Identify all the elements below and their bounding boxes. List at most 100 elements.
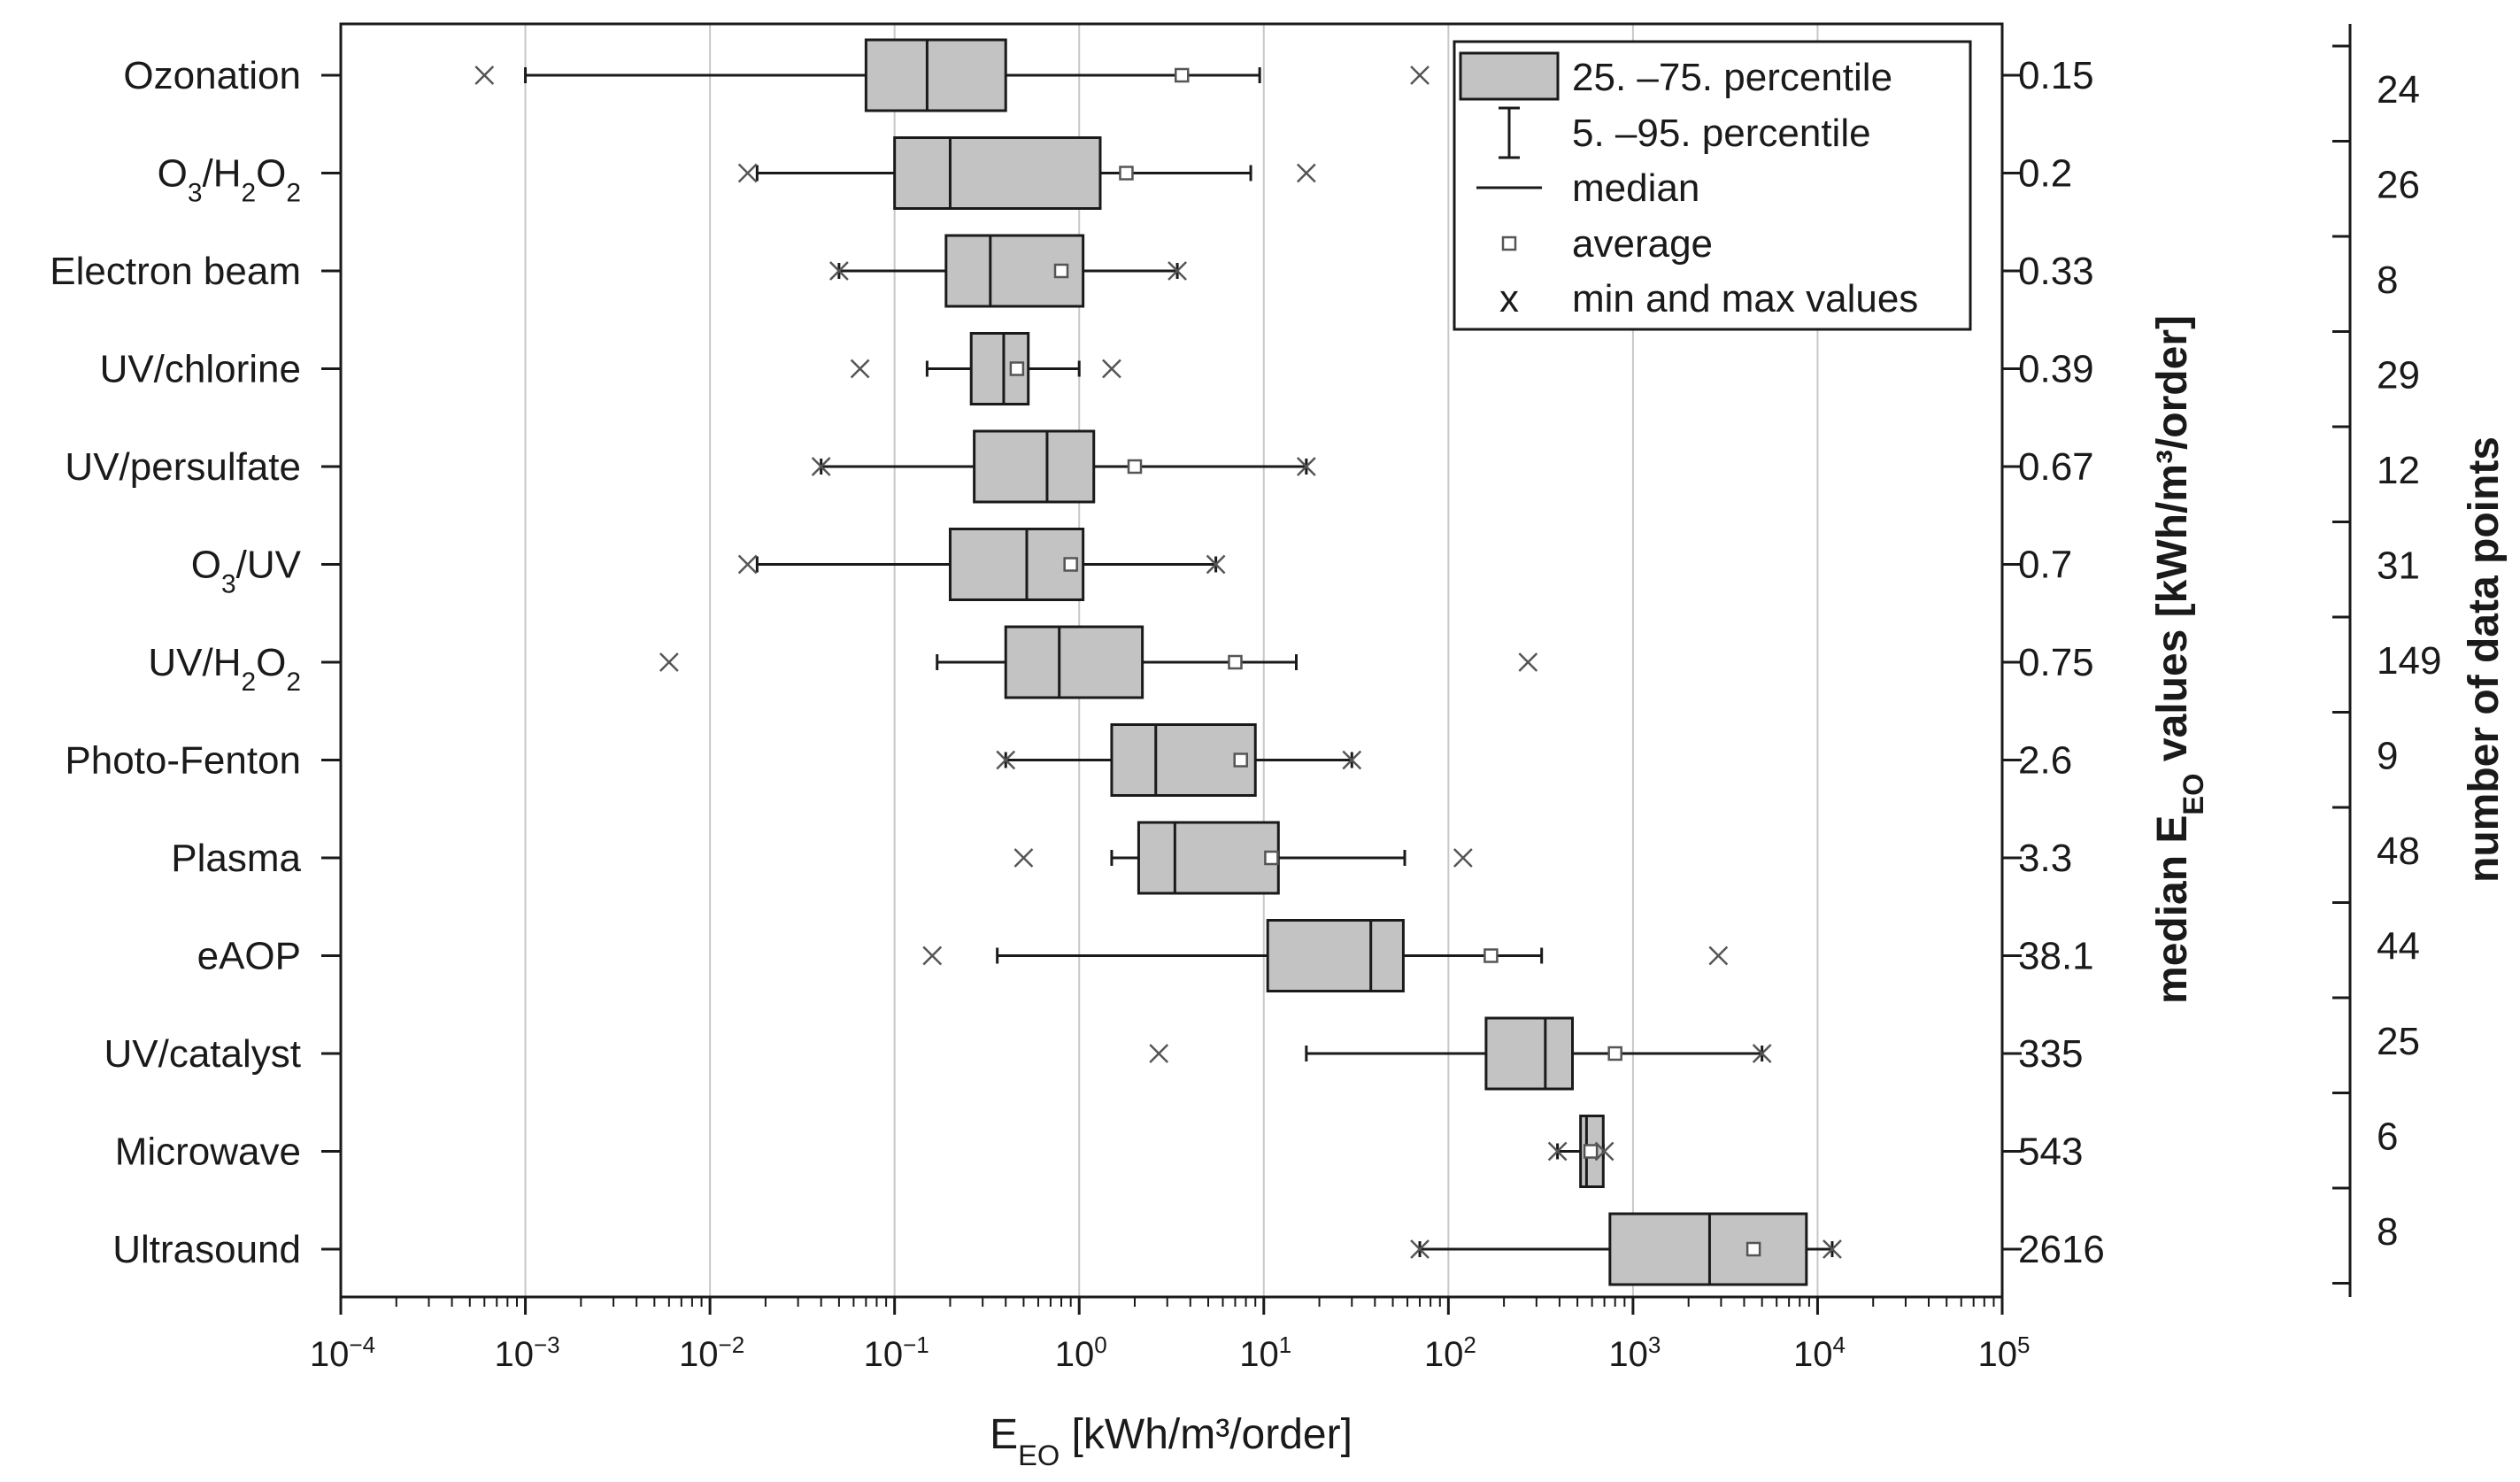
box-row bbox=[755, 528, 1218, 601]
category-label: Microwave bbox=[115, 1131, 301, 1174]
average-marker bbox=[1053, 263, 1069, 279]
x-tick-label: 102 bbox=[1424, 1331, 1476, 1374]
plot-frame bbox=[339, 22, 2004, 1299]
max-marker bbox=[1708, 946, 1729, 966]
max-marker bbox=[1296, 163, 1316, 183]
max-marker bbox=[1206, 554, 1226, 575]
iqr-box bbox=[1608, 1212, 1808, 1286]
marker-stroke bbox=[1296, 163, 1316, 183]
median-value-label: 38.1 bbox=[2018, 935, 2094, 978]
legend-label-box: 25. –75. percentile bbox=[1572, 56, 1892, 99]
x-tick-label: 101 bbox=[1239, 1331, 1291, 1374]
max-marker bbox=[1410, 66, 1430, 85]
x-tick-label: 100 bbox=[1055, 1331, 1107, 1374]
min-marker bbox=[922, 946, 943, 966]
marks-layer bbox=[474, 38, 1842, 1286]
average-marker bbox=[1119, 166, 1134, 181]
marker-stroke bbox=[850, 359, 870, 379]
marker-stroke bbox=[829, 261, 849, 281]
n-label: 8 bbox=[2377, 259, 2398, 302]
max-marker bbox=[1168, 261, 1187, 281]
average-marker bbox=[1063, 557, 1078, 572]
iqr-box bbox=[1484, 1016, 1575, 1091]
min-marker bbox=[850, 359, 870, 379]
x-tick-label: 10−2 bbox=[679, 1331, 744, 1374]
category-label: O3/UV bbox=[191, 544, 302, 599]
box-row bbox=[1004, 723, 1353, 797]
category-label: UV/chlorine bbox=[100, 348, 301, 391]
marker-stroke bbox=[737, 554, 758, 575]
category-label: Ultrasound bbox=[112, 1228, 301, 1271]
iqr-box bbox=[944, 234, 1085, 308]
marker-stroke bbox=[922, 946, 943, 966]
legend-label-whisker: 5. –95. percentile bbox=[1572, 112, 1871, 155]
category-label: UV/catalyst bbox=[104, 1032, 301, 1076]
iqr-box bbox=[1266, 919, 1405, 992]
legend-label-average: average bbox=[1572, 222, 1713, 266]
max-marker bbox=[1823, 1239, 1842, 1259]
min-marker bbox=[1149, 1044, 1169, 1063]
average-marker bbox=[1483, 948, 1499, 963]
marker-stroke bbox=[474, 66, 495, 85]
n-label: 9 bbox=[2377, 735, 2398, 778]
median-value-label: 335 bbox=[2018, 1032, 2083, 1076]
category-label: Photo-Fenton bbox=[65, 739, 301, 783]
median-value-label: 0.75 bbox=[2018, 641, 2094, 684]
n-label: 6 bbox=[2377, 1115, 2398, 1159]
n-label: 8 bbox=[2377, 1210, 2398, 1254]
marker-stroke bbox=[659, 652, 679, 672]
legend-label-median: median bbox=[1572, 166, 1699, 210]
n-label: 48 bbox=[2377, 830, 2420, 873]
min-marker bbox=[829, 261, 849, 281]
category-label: eAOP bbox=[197, 935, 301, 978]
box-row bbox=[820, 429, 1308, 504]
average-marker bbox=[1228, 654, 1243, 670]
box-row bbox=[936, 625, 1299, 699]
x-tick-label: 105 bbox=[1978, 1331, 2031, 1374]
median-value-label: 2616 bbox=[2018, 1228, 2105, 1271]
marker-stroke bbox=[1013, 848, 1034, 868]
right-axis-title: median EEO values [kWh/m³/order] bbox=[2149, 315, 2209, 1004]
n-label: 44 bbox=[2377, 925, 2420, 969]
marker-stroke bbox=[1410, 1239, 1430, 1259]
box-row bbox=[1418, 1212, 1834, 1286]
median-value-label: 0.7 bbox=[2018, 544, 2072, 587]
marker-stroke bbox=[811, 457, 831, 476]
marker-stroke bbox=[1547, 1141, 1568, 1162]
min-marker bbox=[811, 457, 831, 476]
median-value-label: 2.6 bbox=[2018, 739, 2072, 783]
n-label: 25 bbox=[2377, 1020, 2420, 1063]
marker-stroke bbox=[1823, 1239, 1842, 1259]
marker-stroke bbox=[1410, 66, 1430, 85]
far-right-axis-title: number of data points bbox=[2461, 436, 2508, 883]
iqr-box bbox=[948, 528, 1085, 601]
min-marker bbox=[659, 652, 679, 672]
n-label: 31 bbox=[2377, 544, 2420, 588]
x-tick-label: 104 bbox=[1793, 1331, 1846, 1374]
average-marker bbox=[1174, 67, 1190, 83]
x-tick-label: 103 bbox=[1608, 1331, 1661, 1374]
average-marker bbox=[1233, 753, 1248, 768]
iqr-box bbox=[893, 136, 1102, 210]
axis-layer: Ozonation 0.15 24 O3/H2O2 0.2 26 Electron beam… bbox=[50, 22, 2508, 1471]
x-tick-label: 10−1 bbox=[864, 1331, 929, 1374]
marker-stroke bbox=[1594, 1141, 1614, 1162]
x-axis-title: EEO [kWh/m³/order] bbox=[990, 1411, 1352, 1471]
legend-minmax-symbol: x bbox=[1499, 277, 1519, 320]
min-marker bbox=[737, 554, 758, 575]
marker-stroke bbox=[1518, 652, 1538, 672]
average-marker bbox=[1746, 1241, 1761, 1257]
iqr-box bbox=[1110, 723, 1257, 797]
box-row bbox=[925, 332, 1081, 405]
legend-average-symbol bbox=[1501, 235, 1517, 251]
legend-label-minmax: min and max values bbox=[1572, 277, 1918, 320]
legend: x 25. –75. percentile 5. –95. percentile me… bbox=[1453, 40, 1972, 331]
min-marker bbox=[1547, 1141, 1568, 1162]
max-marker bbox=[1518, 652, 1538, 672]
average-marker bbox=[1583, 1144, 1599, 1159]
marker-stroke bbox=[737, 163, 758, 183]
median-value-label: 0.33 bbox=[2018, 250, 2094, 293]
category-label: Plasma bbox=[171, 837, 301, 880]
